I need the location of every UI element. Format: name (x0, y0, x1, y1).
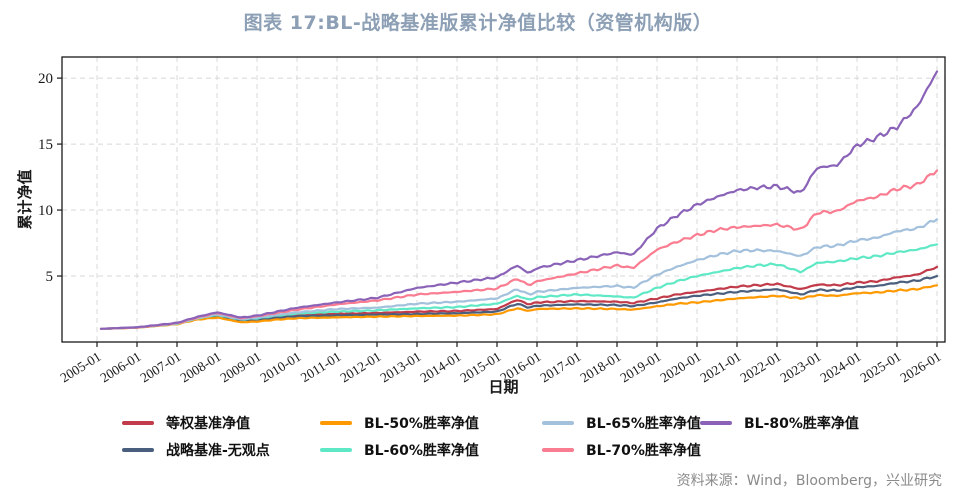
svg-text:2008-01: 2008-01 (177, 349, 223, 386)
svg-text:2006-01: 2006-01 (97, 349, 143, 386)
legend-label: BL-60%胜率净值 (364, 443, 479, 459)
svg-text:5: 5 (46, 269, 54, 285)
svg-text:2010-01: 2010-01 (257, 349, 303, 386)
svg-text:2022-01: 2022-01 (737, 349, 783, 386)
legend-label: BL-50%胜率净值 (364, 416, 479, 432)
svg-text:2024-01: 2024-01 (817, 349, 863, 386)
svg-text:2005-01: 2005-01 (57, 349, 103, 386)
svg-text:2025-01: 2025-01 (857, 349, 903, 386)
legend-label: BL-65%胜率净值 (586, 416, 701, 432)
svg-text:2011-01: 2011-01 (298, 349, 344, 385)
svg-text:2013-01: 2013-01 (377, 349, 423, 386)
legend-label: BL-70%胜率净值 (586, 443, 701, 459)
legend-swatch (542, 448, 574, 452)
svg-text:2021-01: 2021-01 (697, 349, 743, 386)
legend-swatch (320, 448, 352, 452)
legend-label: 等权基准净值 (166, 416, 250, 432)
legend-item-7: BL-80%胜率净值 (700, 413, 859, 433)
legend-label: 战略基准-无观点 (166, 443, 270, 459)
svg-text:2014-01: 2014-01 (417, 349, 463, 386)
svg-text:10: 10 (38, 203, 53, 219)
svg-text:2019-01: 2019-01 (617, 349, 663, 386)
svg-text:2018-01: 2018-01 (577, 349, 623, 386)
legend-item-2: 战略基准-无观点 (122, 440, 320, 460)
legend-swatch (542, 421, 574, 425)
legend-swatch (122, 448, 154, 452)
svg-text:15: 15 (38, 137, 53, 153)
svg-text:2023-01: 2023-01 (777, 349, 823, 386)
legend-label: BL-80%胜率净值 (744, 416, 859, 432)
svg-text:2009-01: 2009-01 (217, 349, 263, 386)
legend-item-3: BL-50%胜率净值 (320, 413, 542, 433)
cumulative-nav-line-chart: 5 10 15 20 2005-012006-012007-012008-012009-… (16, 56, 946, 396)
legend-item-5: BL-65%胜率净值 (542, 413, 701, 433)
source-note: 资料来源：Wind，Bloomberg，兴业研究 (676, 473, 942, 489)
legend-swatch (700, 421, 732, 425)
legend-item-1: 等权基准净值 (122, 413, 320, 433)
svg-text:累计净值: 累计净值 (16, 169, 34, 229)
svg-text:2012-01: 2012-01 (337, 349, 383, 386)
svg-text:20: 20 (38, 71, 53, 87)
legend-item-6: BL-70%胜率净值 (542, 440, 701, 460)
legend: 等权基准净值战略基准-无观点 BL-50%胜率净值 BL-60%胜率净值 BL-65%… (122, 413, 859, 460)
svg-text:2007-01: 2007-01 (137, 349, 183, 386)
legend-swatch (320, 421, 352, 425)
svg-text:日期: 日期 (488, 378, 518, 396)
svg-text:2017-01: 2017-01 (537, 349, 583, 386)
chart-title: 图表 17:BL-战略基准版累计净值比较（资管机构版） (243, 12, 713, 34)
legend-swatch (122, 421, 154, 425)
svg-text:2020-01: 2020-01 (657, 349, 703, 386)
legend-item-4: BL-60%胜率净值 (320, 440, 542, 460)
svg-text:2026-01: 2026-01 (897, 349, 943, 386)
